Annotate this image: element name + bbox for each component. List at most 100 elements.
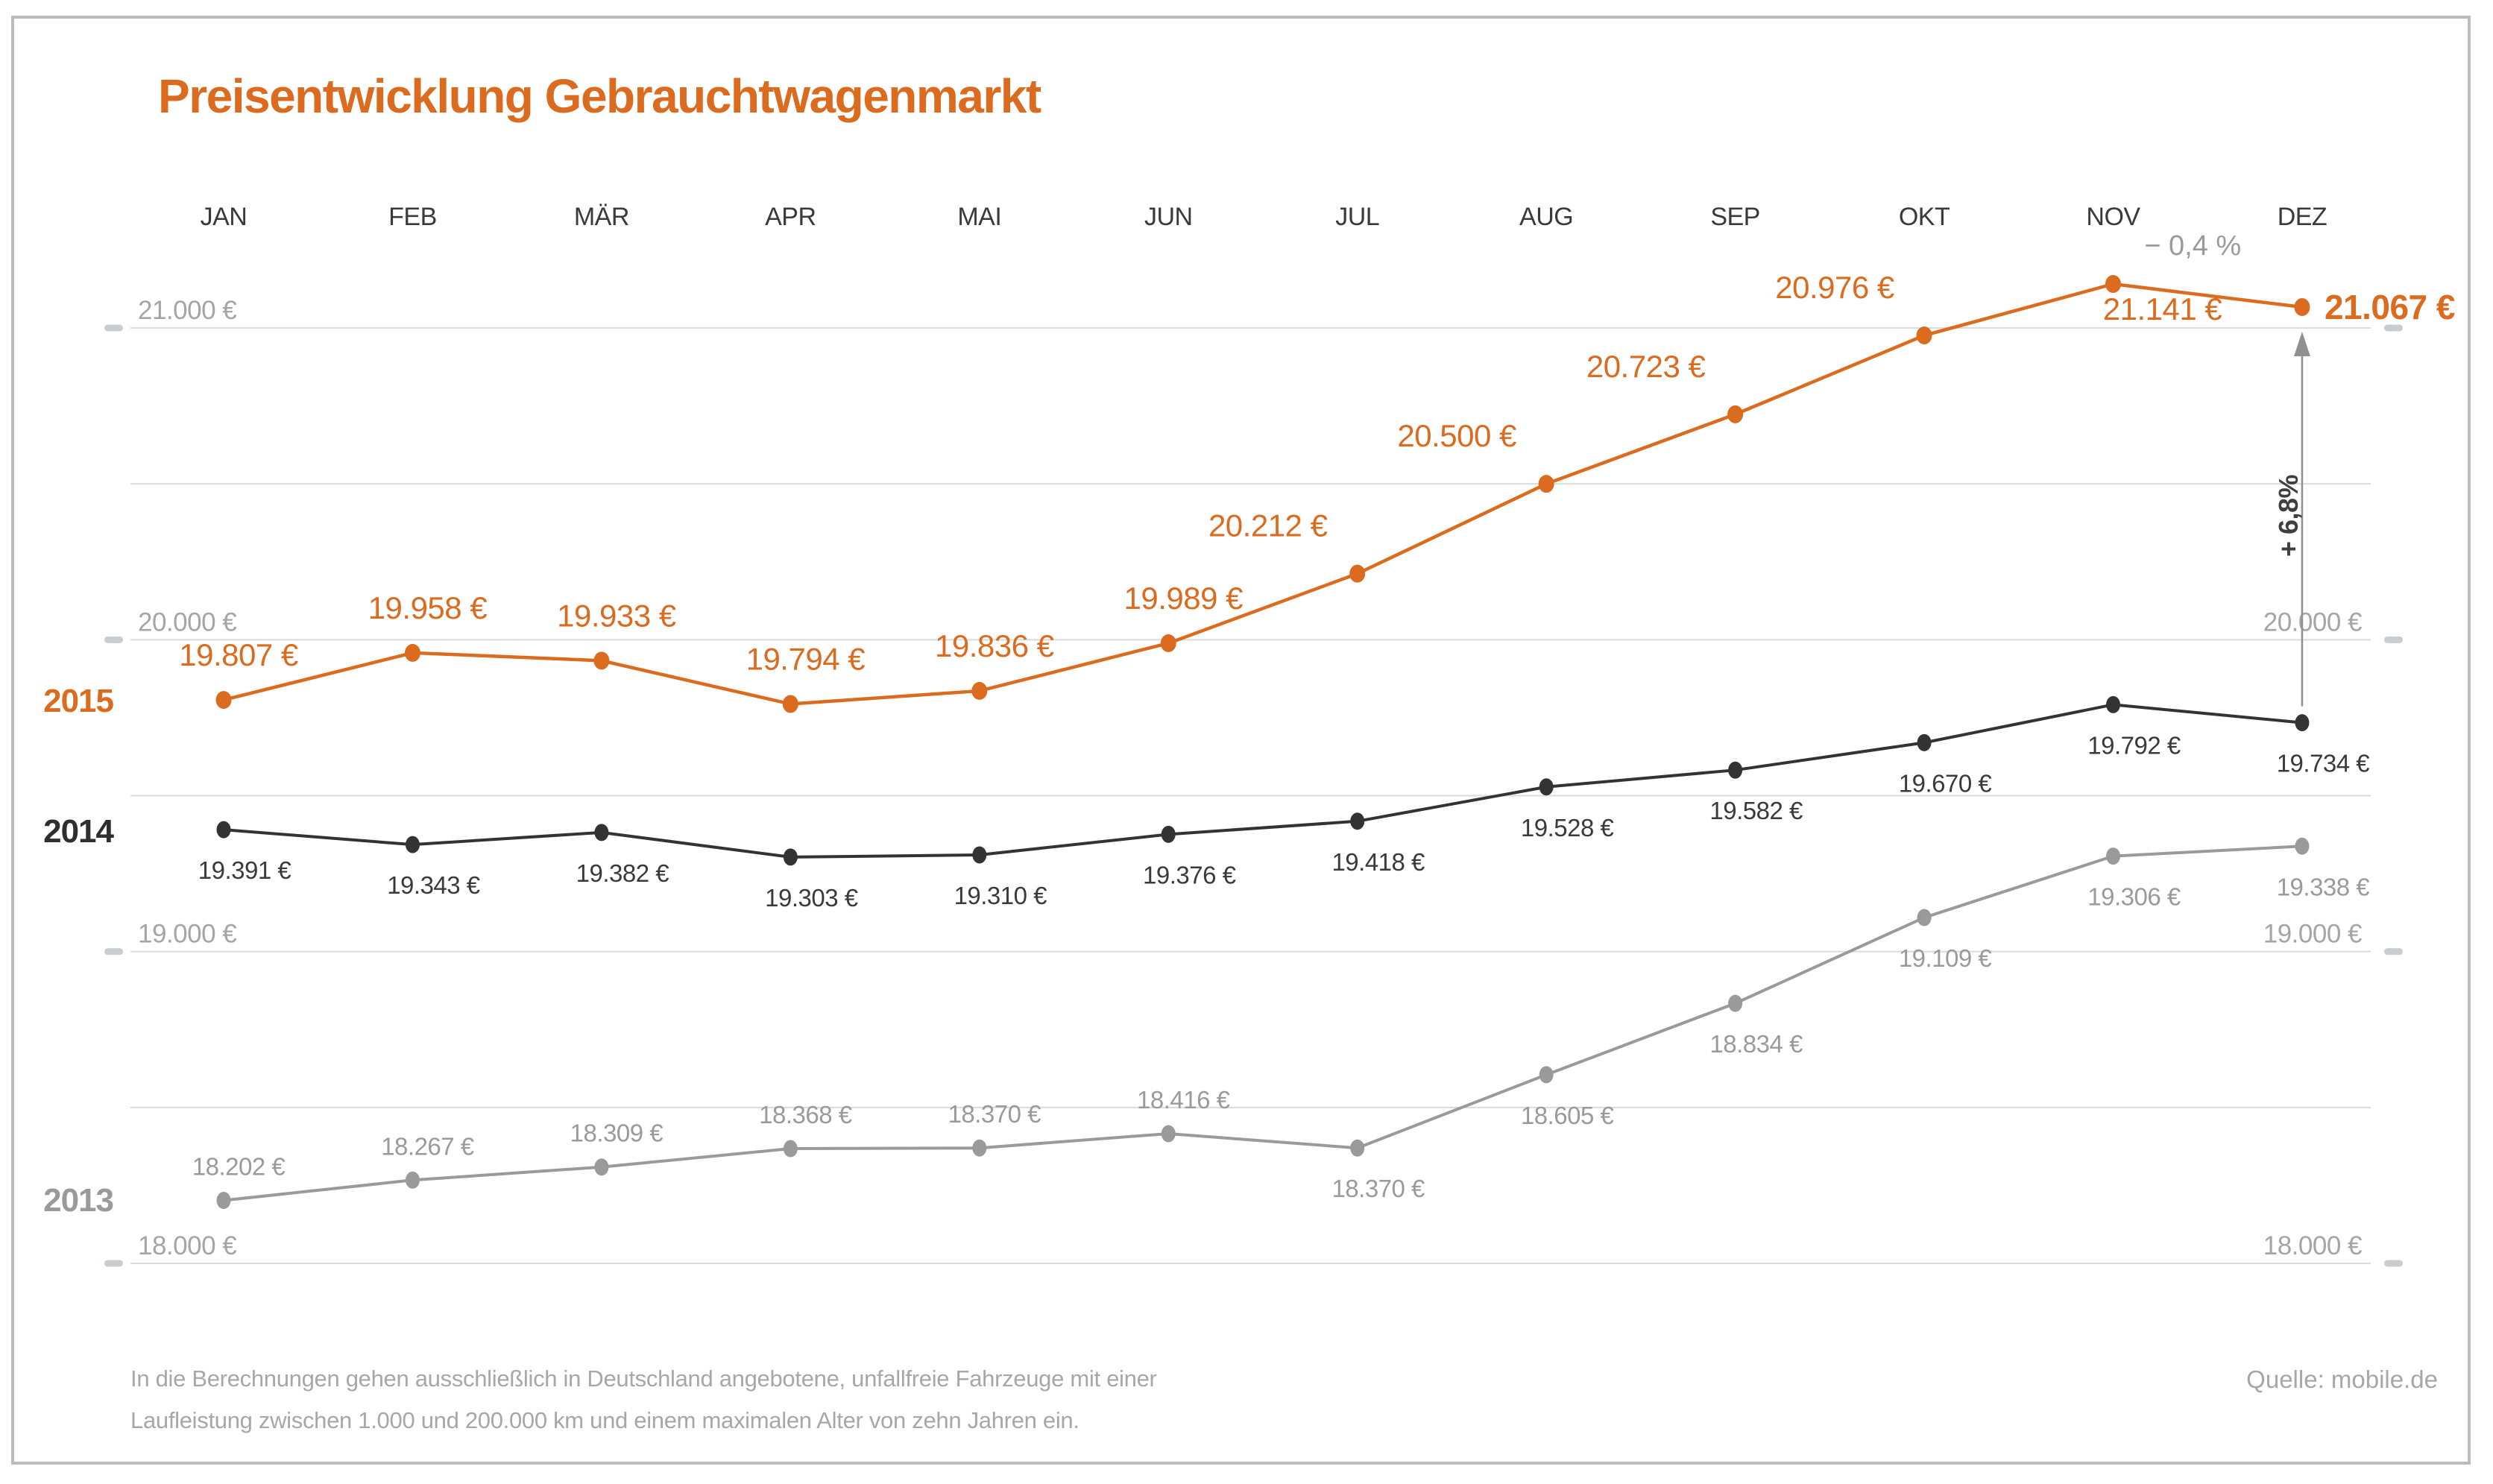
series-2013-point-8 (1728, 994, 1743, 1012)
y-axis-tick-left (104, 636, 123, 643)
series-2015-point-2 (593, 651, 610, 670)
y-axis-label-left: 19.000 € (138, 920, 236, 949)
series-2015-point-label-1: 19.958 € (368, 590, 488, 625)
y-axis-tick-left (104, 948, 123, 956)
series-2013-point-label-3: 18.368 € (759, 1101, 852, 1128)
series-2014-point-label-5: 19.376 € (1143, 861, 1236, 888)
series-2013-point-9 (1917, 909, 1932, 926)
series-2014-point-8 (1728, 761, 1743, 779)
series-2015-point-4 (971, 681, 988, 700)
series-2013-point-6 (1350, 1139, 1365, 1157)
series-2014-point-label-8: 19.582 € (1709, 797, 1803, 824)
chart-card (11, 16, 2471, 1465)
nov-change-annotation: − 0,4 % (2144, 230, 2241, 262)
series-2013-point-label-0: 18.202 € (192, 1152, 286, 1180)
series-2014-point-label-6: 19.418 € (1331, 848, 1425, 876)
series-2013-point-7 (1539, 1066, 1554, 1084)
series-2014-point-label-11: 19.734 € (2277, 750, 2370, 777)
series-2015-point-1 (404, 643, 420, 662)
y-axis-tick-right (2384, 1260, 2403, 1267)
series-2013-point-5 (1161, 1125, 1176, 1143)
series-2013-point-label-7: 18.605 € (1521, 1102, 1614, 1129)
series-2014-point-label-3: 19.303 € (765, 884, 858, 912)
series-2015-point-label-3: 19.794 € (746, 642, 866, 677)
series-2015-point-label-10: 21.141 € (2103, 291, 2222, 326)
series-2015-point-9 (1916, 326, 1932, 345)
series-2015-point-8 (1727, 405, 1744, 423)
y-axis-label-left: 20.000 € (138, 607, 236, 637)
series-2014-point-9 (1917, 733, 1932, 751)
series-2014-point-10 (2106, 695, 2120, 713)
series-2013-point-11 (2295, 837, 2310, 855)
series-2013-point-label-10: 19.306 € (2087, 883, 2181, 911)
month-label-1: FEB (388, 203, 437, 231)
series-2014-point-4 (972, 846, 987, 864)
y-axis-tick-left (104, 324, 123, 332)
chart-title: Preisentwicklung Gebrauchtwagenmarkt (158, 69, 1041, 123)
series-2015-point-label-0: 19.807 € (179, 637, 298, 672)
series-2014-point-7 (1539, 778, 1554, 796)
series-2015-point-label-6: 20.212 € (1208, 508, 1328, 543)
series-2014-point-label-10: 19.792 € (2087, 731, 2181, 759)
y-axis-label-right: 19.000 € (2263, 920, 2362, 949)
series-2013-point-3 (783, 1140, 798, 1158)
month-label-5: JUN (1144, 203, 1193, 231)
month-label-11: DEZ (2278, 203, 2327, 231)
series-2015-point-0 (215, 691, 232, 710)
series-2013-point-0 (216, 1191, 231, 1209)
series-2013-point-1 (405, 1171, 420, 1189)
series-2014-point-label-4: 19.310 € (954, 882, 1047, 909)
month-label-4: MAI (957, 203, 1001, 231)
series-2015-point-10 (2105, 275, 2121, 294)
series-2015-point-label-7: 20.500 € (1397, 418, 1516, 453)
yoy-change-arrow-head (2293, 331, 2310, 356)
month-label-6: JUL (1335, 203, 1379, 231)
series-label-2014: 2014 (43, 813, 114, 850)
footnote: In die Berechnungen gehen ausschließlich… (130, 1358, 1157, 1442)
series-2013-point-label-4: 18.370 € (948, 1100, 1041, 1128)
series-label-2015: 2015 (43, 683, 114, 719)
series-2013-point-label-9: 19.109 € (1899, 944, 1992, 972)
series-2013-point-label-6: 18.370 € (1331, 1175, 1425, 1202)
y-axis-label-right: 18.000 € (2263, 1231, 2362, 1260)
series-2014-point-1 (405, 836, 420, 853)
series-2013-point-label-2: 18.309 € (570, 1120, 664, 1147)
footnote-line-1: In die Berechnungen gehen ausschließlich… (130, 1365, 1157, 1392)
series-2014-point-5 (1161, 825, 1176, 843)
series-2014-point-label-0: 19.391 € (198, 856, 291, 884)
month-label-7: AUG (1519, 203, 1573, 231)
series-2015-point-label-2: 19.933 € (557, 598, 676, 633)
series-2014-point-11 (2295, 714, 2310, 732)
series-2014-point-3 (783, 848, 798, 866)
series-2014-point-0 (216, 821, 231, 839)
series-2015-point-7 (1538, 475, 1554, 493)
series-label-2013: 2013 (43, 1182, 114, 1219)
series-2013-point-label-8: 18.834 € (1709, 1030, 1803, 1058)
dec-change-annotation: + 6,8% (2273, 474, 2304, 557)
y-axis-label-left: 18.000 € (138, 1231, 236, 1260)
series-2015-point-label-8: 20.723 € (1586, 349, 1706, 384)
series-2015-point-3 (782, 695, 798, 713)
series-2013-point-2 (594, 1158, 609, 1176)
series-2015-point-11 (2294, 297, 2310, 316)
series-2014-point-label-2: 19.382 € (576, 859, 669, 887)
month-label-2: MÄR (574, 203, 629, 231)
y-axis-label-right: 20.000 € (2263, 607, 2362, 637)
series-2014-point-label-1: 19.343 € (387, 871, 480, 899)
series-2014-point-6 (1350, 812, 1365, 830)
series-2013-point-label-1: 18.267 € (381, 1132, 474, 1160)
month-label-3: APR (765, 203, 816, 231)
series-2013-point-10 (2106, 847, 2120, 865)
series-2015-point-label-5: 19.989 € (1124, 581, 1244, 616)
series-2013-line (223, 844, 2303, 1202)
month-label-0: JAN (201, 203, 248, 231)
series-2015-point-label-11: 21.067 € (2325, 288, 2455, 326)
y-axis-tick-right (2384, 636, 2403, 643)
series-2014-line (223, 703, 2303, 859)
series-2015-point-label-9: 20.976 € (1775, 270, 1894, 305)
y-axis-label-left: 21.000 € (138, 296, 236, 325)
series-2015-point-5 (1160, 634, 1176, 652)
y-axis-tick-right (2384, 948, 2403, 956)
series-2015-point-label-4: 19.836 € (935, 628, 1054, 663)
y-axis-tick-left (104, 1260, 123, 1267)
